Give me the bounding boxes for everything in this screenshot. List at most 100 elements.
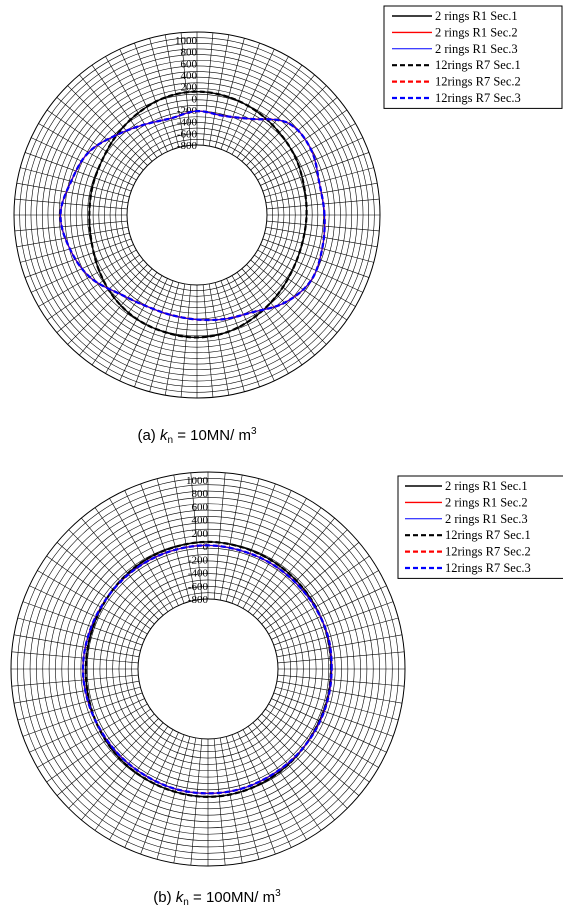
- grid-spoke: [266, 220, 380, 232]
- grid-spoke: [105, 275, 163, 374]
- grid-spoke: [119, 49, 168, 152]
- grid-spoke: [254, 109, 348, 176]
- grid-spoke: [24, 152, 132, 192]
- grid-spoke: [81, 722, 164, 821]
- grid-spoke: [173, 474, 197, 601]
- grid-spoke: [29, 698, 145, 753]
- grid-spoke: [277, 651, 405, 664]
- grid-spoke: [265, 555, 370, 630]
- grid-spoke: [219, 474, 243, 601]
- grid-spoke: [94, 726, 169, 831]
- radial-tick-label: -200: [188, 554, 209, 566]
- radial-tick-label: 0: [192, 93, 198, 105]
- legend-entry: 2 rings R1 Sec.1: [445, 479, 528, 493]
- grid-spoke: [237, 732, 292, 848]
- grid-spoke: [22, 692, 143, 737]
- grid-spoke: [276, 680, 403, 704]
- grid-spoke: [79, 268, 153, 356]
- grid-spoke: [262, 238, 370, 278]
- grid-spoke: [246, 85, 327, 166]
- grid-spoke: [271, 698, 387, 753]
- grid-spoke: [140, 483, 185, 604]
- grid-spoke: [14, 198, 128, 210]
- radial-tick-label: 200: [192, 528, 209, 540]
- radial-tick-label: -600: [188, 581, 209, 593]
- radial-tick-label: 600: [181, 58, 198, 70]
- grid-spoke: [277, 674, 405, 687]
- grid-spoke: [231, 483, 276, 604]
- grid-spoke: [260, 137, 363, 186]
- grid-spoke: [262, 152, 370, 192]
- grid-spoke: [225, 736, 260, 860]
- grid-spoke: [81, 517, 164, 616]
- grid-spoke: [68, 718, 159, 809]
- radial-tick-label: -800: [188, 594, 209, 606]
- grid-spoke: [156, 736, 191, 860]
- grid-spoke: [37, 703, 148, 768]
- grid-spoke: [124, 490, 179, 606]
- grid-spoke: [202, 284, 214, 398]
- grid-spoke: [252, 722, 335, 821]
- grid-spoke: [140, 734, 185, 855]
- grid-spoke: [16, 226, 129, 248]
- grid-spoke: [214, 38, 245, 148]
- legend-entry: 2 rings R1 Sec.3: [445, 512, 528, 526]
- legend-entry: 12rings R7 Sec.2: [445, 545, 531, 559]
- legend-entry: 2 rings R1 Sec.2: [435, 25, 518, 39]
- grid-spoke: [149, 282, 180, 392]
- polar-grid: [10, 471, 406, 867]
- radial-tick-label: 800: [192, 488, 209, 500]
- grid-spoke: [94, 507, 169, 612]
- grid-spoke: [38, 249, 137, 307]
- series-line-6: [59, 109, 326, 322]
- grid-spoke: [257, 718, 348, 809]
- grid-spoke: [164, 283, 186, 396]
- series-line-4: [84, 540, 333, 798]
- grid-spoke: [17, 686, 141, 721]
- grid-spoke: [225, 478, 260, 602]
- grid-spoke: [213, 472, 226, 600]
- grid-ring: [137, 598, 279, 740]
- grid-spoke: [56, 713, 155, 796]
- grid-spoke: [56, 259, 144, 333]
- grid-spoke: [268, 703, 379, 768]
- series-lines: [81, 540, 333, 798]
- grid-spoke: [261, 542, 360, 625]
- grid-spoke: [119, 278, 168, 381]
- radial-tick-label: 400: [181, 70, 198, 82]
- radial-tick-label: -600: [177, 128, 198, 140]
- grid-spoke: [237, 490, 292, 606]
- grid-spoke: [14, 220, 128, 232]
- grid-spoke: [242, 729, 307, 840]
- grid-spoke: [260, 244, 363, 293]
- grid-spoke: [220, 280, 260, 388]
- grid-spoke: [156, 478, 191, 602]
- grid-spoke: [29, 585, 145, 640]
- grid-spoke: [208, 34, 230, 147]
- grid-spoke: [247, 726, 322, 831]
- grid-spoke: [242, 498, 307, 609]
- grid-spoke: [219, 737, 243, 864]
- grid-spoke: [226, 49, 275, 152]
- legend: 2 rings R1 Sec.1 2 rings R1 Sec.2 2 rings …: [397, 475, 563, 579]
- grid-spoke: [208, 283, 230, 396]
- grid-spoke: [134, 42, 174, 150]
- grid-spoke: [271, 585, 387, 640]
- grid-spoke: [202, 32, 214, 146]
- grid-spoke: [275, 617, 399, 652]
- grid-spoke: [231, 56, 289, 155]
- grid-spoke: [22, 601, 143, 646]
- grid-spoke: [46, 254, 140, 321]
- series-lines: [59, 90, 326, 339]
- grid-spoke: [67, 85, 148, 166]
- grid-spoke: [252, 517, 335, 616]
- grid-spoke: [231, 734, 276, 855]
- grid-spoke: [11, 651, 139, 664]
- grid-spoke: [247, 507, 322, 612]
- grid-spoke: [46, 708, 151, 783]
- radial-tick-label: 1000: [175, 35, 198, 47]
- radial-tick-label: 1000: [186, 475, 209, 487]
- grid-spoke: [56, 542, 155, 625]
